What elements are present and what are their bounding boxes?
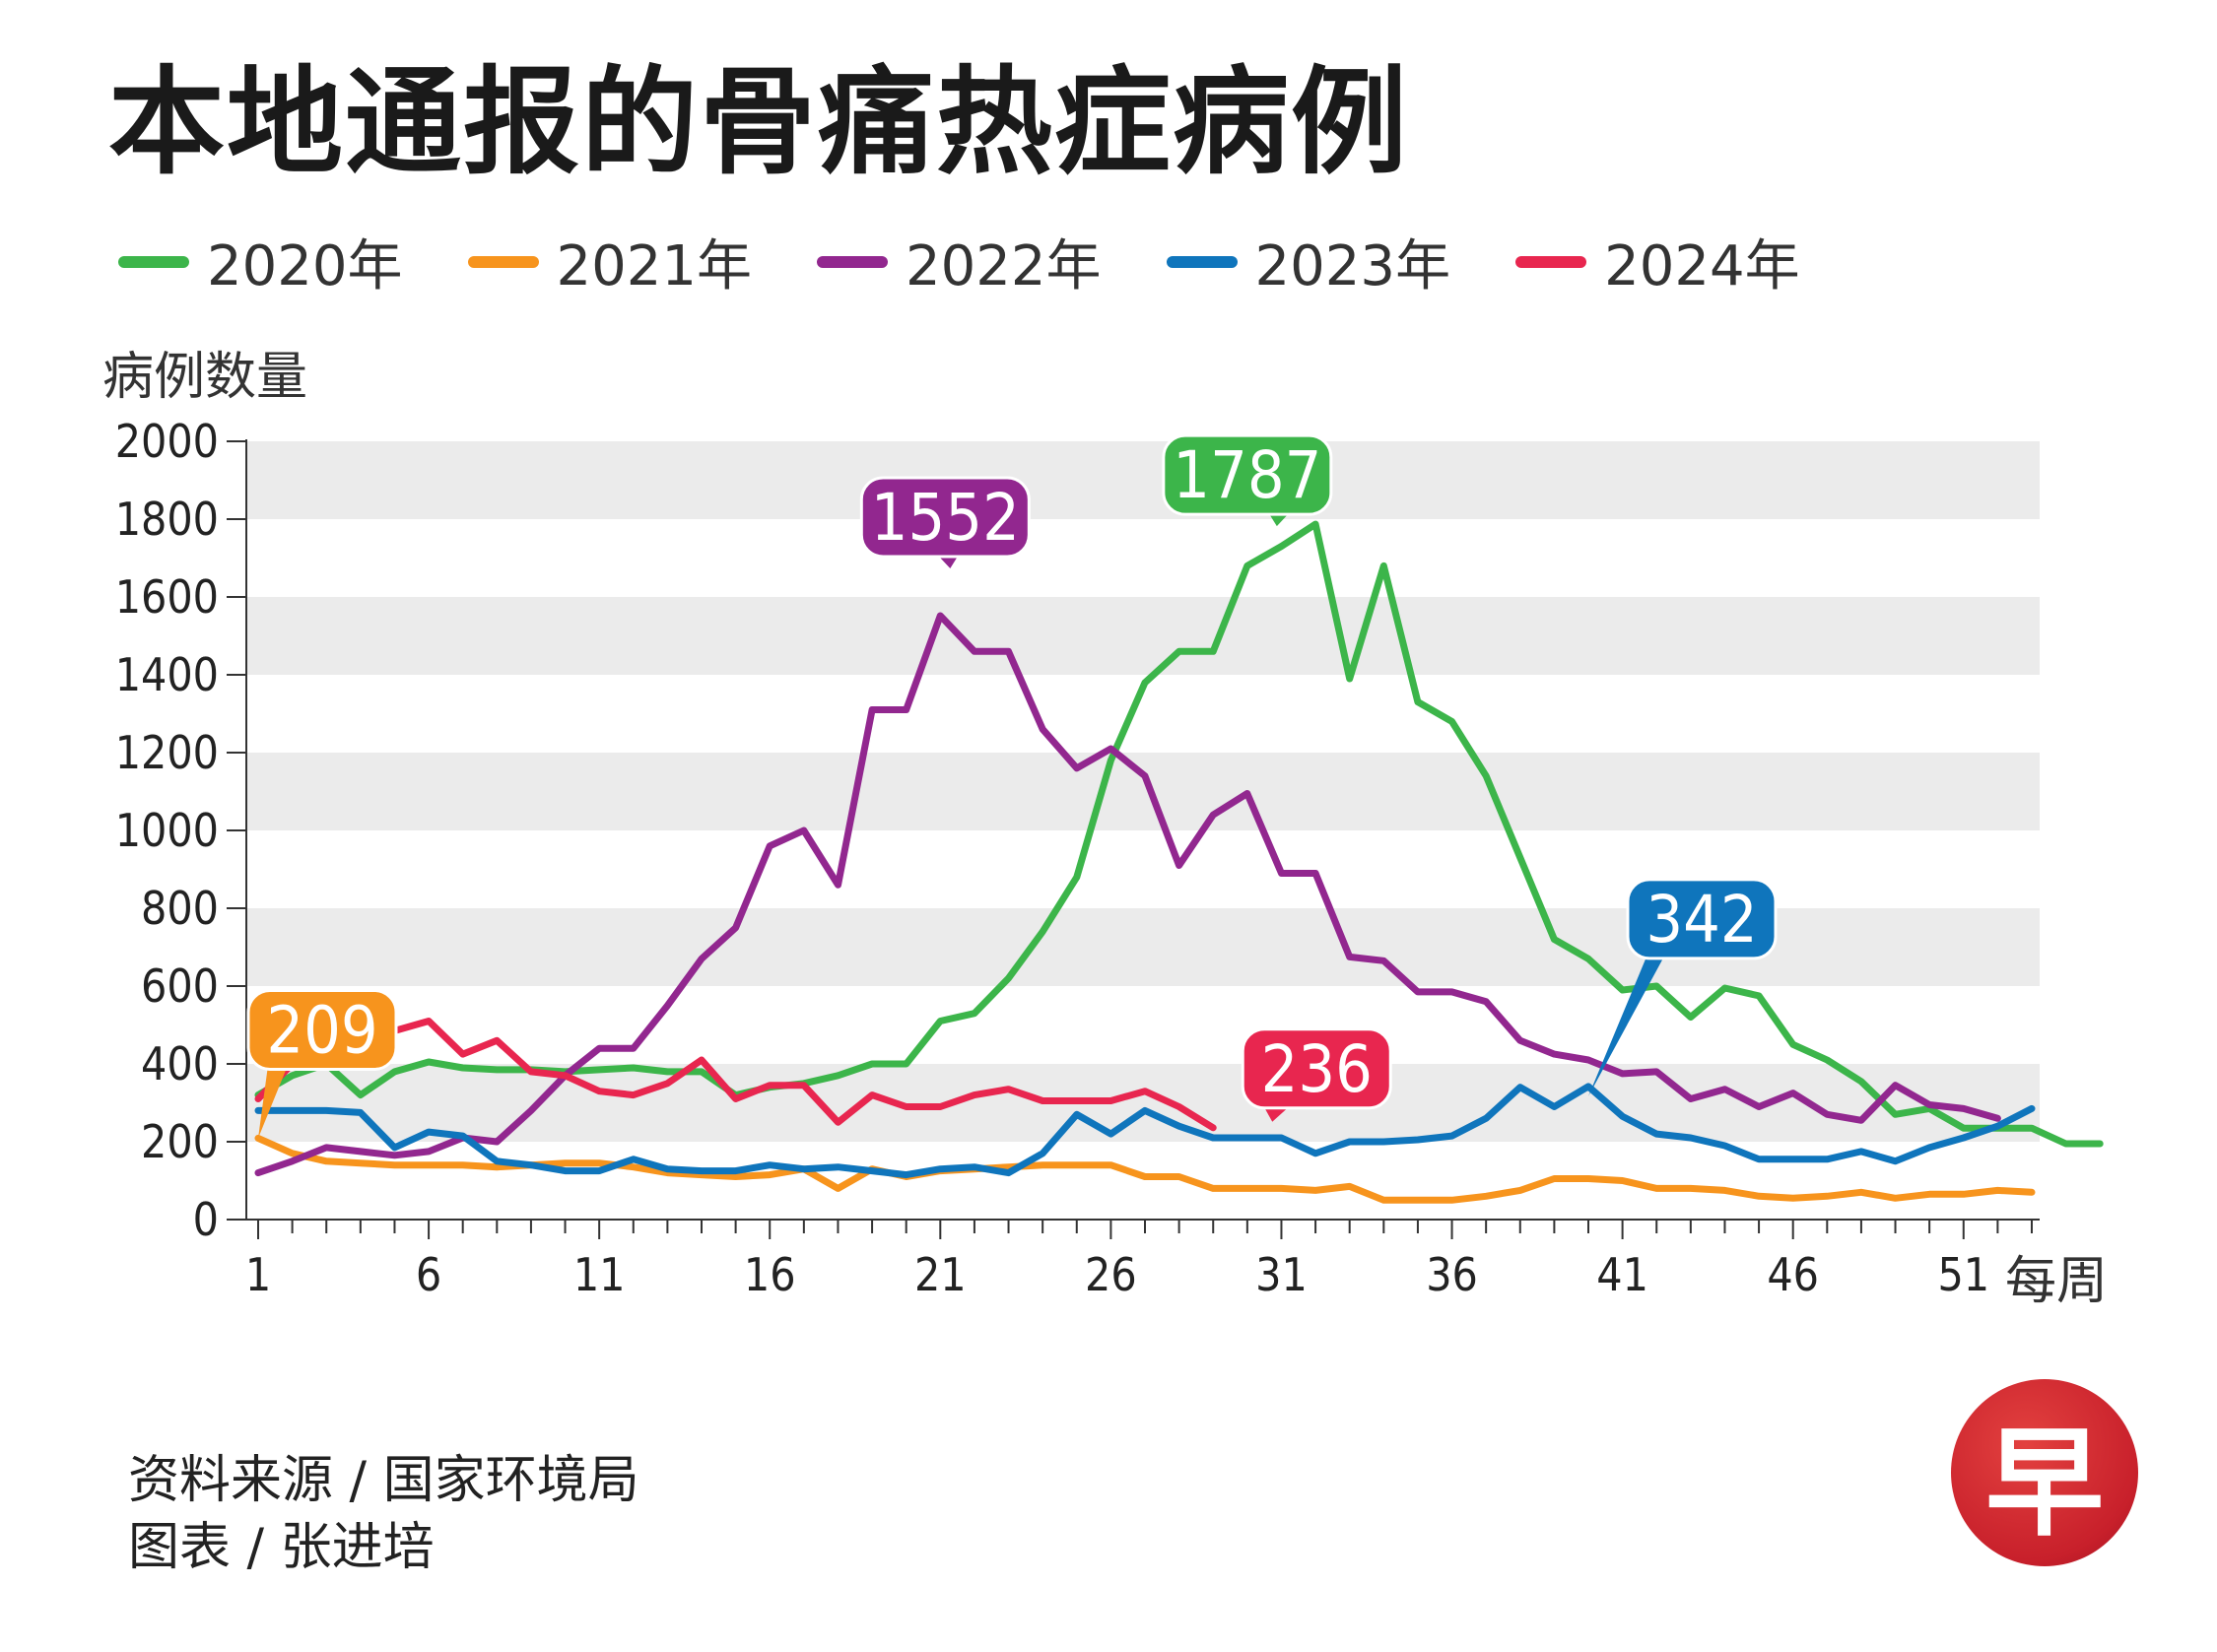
legend-label-2022: 2022年 xyxy=(906,234,1102,298)
callout-label: 1552 xyxy=(871,480,1020,556)
y-axis-label: 病例数量 xyxy=(102,348,308,407)
legend-swatch-2020 xyxy=(118,255,189,268)
legend-swatch-2021 xyxy=(467,255,539,268)
grid-band xyxy=(246,441,2040,519)
series-line-2023 xyxy=(254,1083,2036,1179)
credit-line: 图表 / 张进培 xyxy=(128,1517,435,1577)
y-tick-label: 0 xyxy=(193,1193,219,1246)
callout-box xyxy=(1241,1027,1392,1110)
legend-swatch-2024 xyxy=(1515,255,1587,268)
legend: 2020年 2021年 2022年 2023年 2024年 xyxy=(118,222,1800,301)
callout-pointer xyxy=(258,1065,288,1139)
legend-item-2023: 2023年 xyxy=(1166,222,1451,301)
series-line-2022 xyxy=(254,612,2001,1177)
x-tick-label: 21 xyxy=(914,1248,967,1301)
legend-label-2020: 2020年 xyxy=(207,234,403,298)
legend-label-2023: 2023年 xyxy=(1254,234,1451,298)
callout-1787: 1787 xyxy=(1162,433,1333,527)
x-tick-label: 31 xyxy=(1255,1248,1308,1301)
y-tick-label: 1600 xyxy=(115,570,219,624)
legend-swatch-2022 xyxy=(817,255,889,268)
legend-item-2022: 2022年 xyxy=(817,222,1102,301)
y-tick-label: 400 xyxy=(141,1037,219,1090)
legend-item-2024: 2024年 xyxy=(1515,222,1800,301)
callout-box xyxy=(1162,433,1333,516)
x-axis-label: 每周 xyxy=(2005,1252,2109,1311)
y-tick-label: 1800 xyxy=(115,493,219,546)
callout-342: 342 xyxy=(1588,878,1778,1096)
callout-label: 209 xyxy=(266,992,377,1068)
callout-236: 236 xyxy=(1241,1027,1392,1122)
x-tick-label: 11 xyxy=(573,1248,626,1301)
legend-item-2020: 2020年 xyxy=(118,222,403,301)
callout-label: 342 xyxy=(1646,882,1757,958)
x-tick-label: 16 xyxy=(744,1248,796,1301)
x-tick-label: 51 xyxy=(1937,1248,1989,1301)
legend-label-2024: 2024年 xyxy=(1604,234,1800,298)
y-tick-label: 600 xyxy=(141,959,219,1013)
grid-band xyxy=(246,597,2040,675)
chart-title: 本地通报的骨痛热症病例 xyxy=(108,54,1410,190)
callout-label: 236 xyxy=(1261,1031,1373,1107)
grid-band xyxy=(246,753,2040,830)
source-line: 资料来源 / 国家环境局 xyxy=(128,1451,639,1510)
x-tick-label: 26 xyxy=(1085,1248,1137,1301)
callout-label: 1787 xyxy=(1173,437,1321,513)
callout-1552: 1552 xyxy=(859,476,1031,568)
y-tick-label: 1000 xyxy=(115,804,219,857)
series-line-2024 xyxy=(254,1018,1217,1132)
series-line-2021 xyxy=(254,1134,2036,1204)
source-credit: 资料来源 / 国家环境局 图表 / 张进培 xyxy=(128,1448,639,1581)
callout-pointer xyxy=(1588,954,1665,1096)
x-tick-label: 41 xyxy=(1596,1248,1648,1301)
x-tick-label: 46 xyxy=(1767,1248,1819,1301)
x-tick-label: 1 xyxy=(245,1248,271,1301)
y-tick-label: 200 xyxy=(141,1115,219,1168)
legend-item-2021: 2021年 xyxy=(467,222,753,301)
callout-box xyxy=(1626,878,1778,960)
y-tick-label: 800 xyxy=(141,882,219,935)
y-tick-label: 2000 xyxy=(115,415,219,468)
y-tick-label: 1200 xyxy=(115,726,219,779)
grid-band xyxy=(246,1064,2040,1142)
x-tick-label: 6 xyxy=(416,1248,441,1301)
callout-209: 209 xyxy=(246,988,398,1139)
callout-box xyxy=(859,476,1031,559)
legend-label-2021: 2021年 xyxy=(556,234,753,298)
x-tick-label: 36 xyxy=(1426,1248,1478,1301)
legend-swatch-2023 xyxy=(1166,255,1238,268)
zaobao-logo: 早 xyxy=(1951,1379,2138,1566)
callout-box xyxy=(246,988,398,1071)
y-tick-label: 1400 xyxy=(115,648,219,701)
